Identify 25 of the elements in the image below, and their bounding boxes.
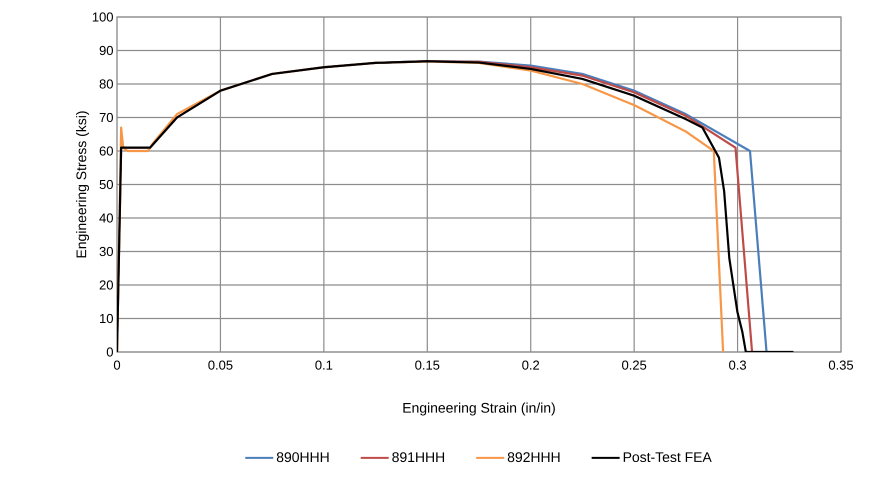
y-tick-label: 10 bbox=[100, 314, 113, 324]
y-tick-label: 40 bbox=[99, 213, 113, 223]
y-tick-label: 30 bbox=[100, 246, 113, 256]
x-tick-label: 0.3 bbox=[729, 360, 746, 370]
x-axis-title: Engineering Strain (in/in) bbox=[403, 402, 555, 416]
y-tick-label: 50 bbox=[100, 180, 113, 190]
legend-label: 892HHH bbox=[508, 452, 560, 462]
x-tick-label: 0.25 bbox=[622, 360, 646, 370]
x-tick-label: 0.35 bbox=[828, 360, 854, 370]
x-tick-label: 0.2 bbox=[522, 360, 540, 370]
y-tick-label: 70 bbox=[100, 112, 113, 122]
legend-label: Post-Test FEA bbox=[624, 452, 712, 462]
y-tick-label: 20 bbox=[100, 280, 113, 290]
x-tick-label: 0.05 bbox=[208, 360, 232, 370]
x-tick-label: 0.1 bbox=[315, 360, 332, 370]
y-tick-label: 90 bbox=[100, 46, 113, 56]
x-tick-label: 0.15 bbox=[415, 360, 440, 370]
y-axis-title: Engineering Stress (ksi) bbox=[76, 111, 90, 258]
y-tick-label: 100 bbox=[92, 12, 113, 22]
y-tick-label: 80 bbox=[100, 79, 113, 89]
legend-label: 891HHH bbox=[392, 452, 444, 462]
y-tick-label: 0 bbox=[106, 347, 113, 357]
x-tick-label: 0 bbox=[114, 360, 120, 370]
y-tick-label: 60 bbox=[100, 146, 113, 156]
legend-label: 890HHH bbox=[276, 452, 329, 462]
